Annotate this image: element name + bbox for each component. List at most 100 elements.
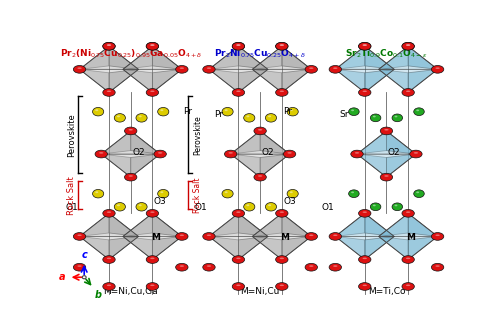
Ellipse shape: [432, 264, 444, 271]
Text: O2: O2: [132, 148, 145, 157]
Ellipse shape: [406, 44, 410, 46]
Ellipse shape: [107, 44, 111, 46]
Ellipse shape: [236, 91, 240, 92]
Ellipse shape: [268, 204, 271, 206]
Ellipse shape: [107, 44, 111, 46]
Ellipse shape: [348, 190, 359, 197]
Ellipse shape: [373, 116, 376, 117]
Ellipse shape: [305, 264, 318, 271]
Ellipse shape: [236, 211, 240, 213]
Polygon shape: [252, 236, 282, 260]
Polygon shape: [252, 213, 282, 236]
Ellipse shape: [203, 65, 215, 73]
Text: b: b: [95, 290, 102, 300]
Ellipse shape: [436, 234, 440, 236]
Ellipse shape: [150, 258, 154, 259]
Text: Sr: Sr: [340, 110, 349, 119]
Ellipse shape: [358, 256, 371, 264]
Ellipse shape: [402, 42, 414, 50]
Ellipse shape: [207, 67, 211, 69]
Ellipse shape: [416, 110, 419, 111]
Text: Pr: Pr: [284, 107, 292, 116]
Ellipse shape: [329, 232, 342, 240]
Polygon shape: [123, 46, 152, 69]
Ellipse shape: [358, 209, 371, 217]
Polygon shape: [209, 236, 238, 260]
Polygon shape: [378, 46, 408, 69]
Polygon shape: [378, 213, 438, 236]
Ellipse shape: [373, 204, 376, 206]
Ellipse shape: [309, 67, 314, 69]
Ellipse shape: [254, 127, 266, 135]
Polygon shape: [123, 213, 152, 236]
Polygon shape: [408, 46, 438, 69]
Polygon shape: [378, 69, 408, 93]
Ellipse shape: [358, 283, 371, 290]
Ellipse shape: [154, 150, 166, 158]
Ellipse shape: [146, 42, 158, 50]
Ellipse shape: [355, 152, 359, 154]
Ellipse shape: [92, 189, 104, 198]
Ellipse shape: [158, 108, 169, 116]
Ellipse shape: [224, 109, 228, 111]
Ellipse shape: [136, 114, 147, 122]
Ellipse shape: [78, 234, 82, 236]
Polygon shape: [252, 69, 282, 93]
Polygon shape: [378, 236, 438, 260]
Ellipse shape: [258, 129, 262, 131]
Ellipse shape: [244, 114, 255, 122]
Polygon shape: [230, 154, 290, 177]
Ellipse shape: [266, 202, 276, 211]
Polygon shape: [109, 213, 138, 236]
Ellipse shape: [103, 256, 115, 264]
Polygon shape: [357, 131, 386, 154]
Ellipse shape: [370, 114, 381, 122]
Polygon shape: [101, 154, 130, 177]
Ellipse shape: [280, 44, 284, 46]
Ellipse shape: [150, 211, 154, 213]
Ellipse shape: [276, 209, 288, 217]
Ellipse shape: [103, 283, 115, 290]
Ellipse shape: [384, 129, 388, 131]
Ellipse shape: [305, 232, 318, 240]
Ellipse shape: [358, 42, 371, 50]
Polygon shape: [282, 69, 312, 93]
Ellipse shape: [406, 285, 410, 286]
Polygon shape: [80, 213, 138, 236]
Ellipse shape: [232, 256, 244, 264]
Ellipse shape: [232, 283, 244, 290]
Ellipse shape: [329, 65, 342, 73]
Ellipse shape: [138, 204, 141, 206]
Ellipse shape: [232, 42, 244, 50]
Polygon shape: [252, 46, 282, 69]
Ellipse shape: [406, 91, 410, 92]
Ellipse shape: [280, 91, 284, 92]
Ellipse shape: [176, 232, 188, 240]
Text: O3: O3: [284, 197, 296, 206]
Ellipse shape: [232, 209, 244, 217]
Ellipse shape: [406, 44, 410, 46]
Ellipse shape: [232, 42, 244, 50]
Ellipse shape: [99, 152, 103, 154]
Polygon shape: [209, 213, 268, 236]
Ellipse shape: [362, 285, 367, 286]
Polygon shape: [365, 46, 394, 69]
Text: Pr: Pr: [184, 107, 192, 116]
Ellipse shape: [103, 42, 115, 50]
Polygon shape: [378, 46, 438, 69]
Polygon shape: [386, 154, 416, 177]
Ellipse shape: [416, 191, 419, 193]
Ellipse shape: [180, 234, 184, 236]
Ellipse shape: [432, 65, 444, 73]
Polygon shape: [365, 213, 394, 236]
Text: c: c: [82, 249, 87, 260]
Text: O1: O1: [321, 203, 334, 212]
Text: Perovskite: Perovskite: [194, 115, 202, 155]
Ellipse shape: [158, 189, 169, 198]
Ellipse shape: [287, 108, 298, 116]
Polygon shape: [408, 69, 438, 93]
Polygon shape: [209, 46, 268, 69]
Polygon shape: [101, 131, 130, 154]
Polygon shape: [209, 213, 238, 236]
Polygon shape: [152, 69, 182, 93]
